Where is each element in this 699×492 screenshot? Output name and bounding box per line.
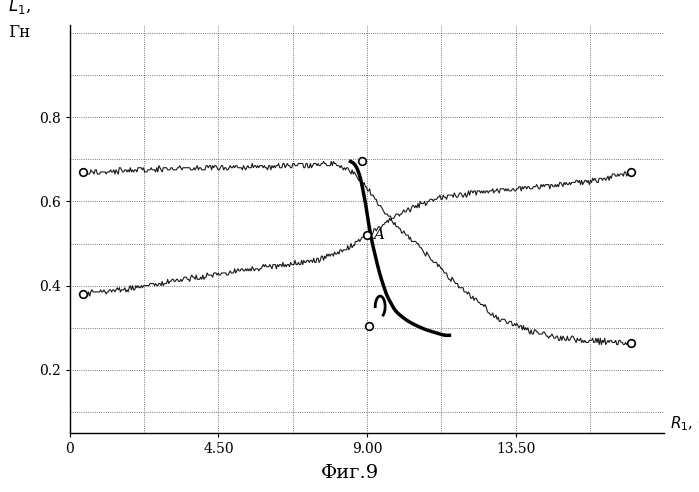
Text: A: A: [373, 228, 384, 242]
Text: $R_1$, Ом: $R_1$, Ом: [670, 414, 699, 433]
Text: $L_1$,: $L_1$,: [8, 0, 31, 16]
Text: Фиг.9: Фиг.9: [320, 464, 379, 482]
Text: Гн: Гн: [8, 24, 31, 41]
